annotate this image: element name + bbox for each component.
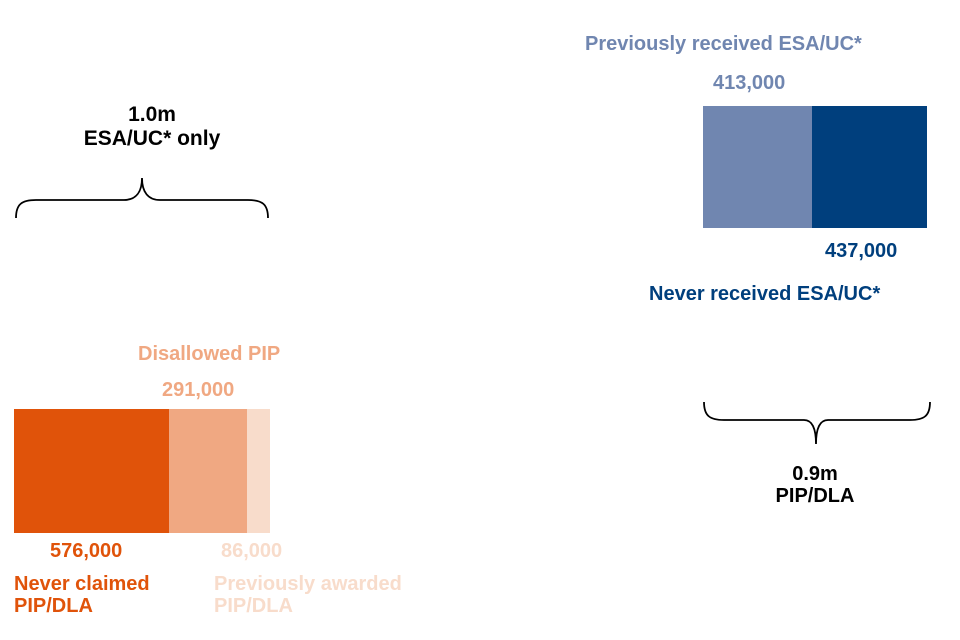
previously-received-label: Previously received ESA/UC* bbox=[585, 33, 862, 55]
pip-dla-total-value: 0.9m bbox=[792, 463, 838, 485]
never-claimed-value: 576,000 bbox=[50, 540, 123, 562]
bar-segment-never-claimed bbox=[14, 409, 169, 533]
previously-awarded-value: 86,000 bbox=[221, 540, 283, 562]
esa-uc-only-group-label: ESA/UC* only bbox=[83, 126, 221, 150]
previously-awarded-label: Previously awarded PIP/DLA bbox=[214, 573, 402, 618]
esa-uc-only-total: 1.0m ESA/UC* only bbox=[52, 103, 252, 150]
pip-dla-brace bbox=[703, 401, 931, 445]
bar-segment-never-received bbox=[812, 106, 927, 228]
previously-received-value: 413,000 bbox=[713, 72, 786, 94]
esa-uc-only-brace bbox=[15, 177, 269, 219]
esa-uc-only-total-value: 1.0m bbox=[128, 103, 176, 126]
never-received-value: 437,000 bbox=[825, 240, 898, 262]
bar-segment-disallowed-pip bbox=[169, 409, 247, 533]
never-claimed-label: Never claimed PIP/DLA bbox=[14, 573, 150, 618]
bar-segment-previously-received bbox=[703, 106, 812, 228]
pip-dla-total: 0.9m PIP/DLA bbox=[720, 463, 910, 508]
bar-segment-previously-awarded bbox=[247, 409, 270, 533]
disallowed-pip-value: 291,000 bbox=[162, 379, 235, 401]
disallowed-pip-label: Disallowed PIP bbox=[138, 343, 281, 365]
never-received-label: Never received ESA/UC* bbox=[649, 283, 881, 305]
pip-dla-group-label: PIP/DLA bbox=[775, 485, 855, 508]
